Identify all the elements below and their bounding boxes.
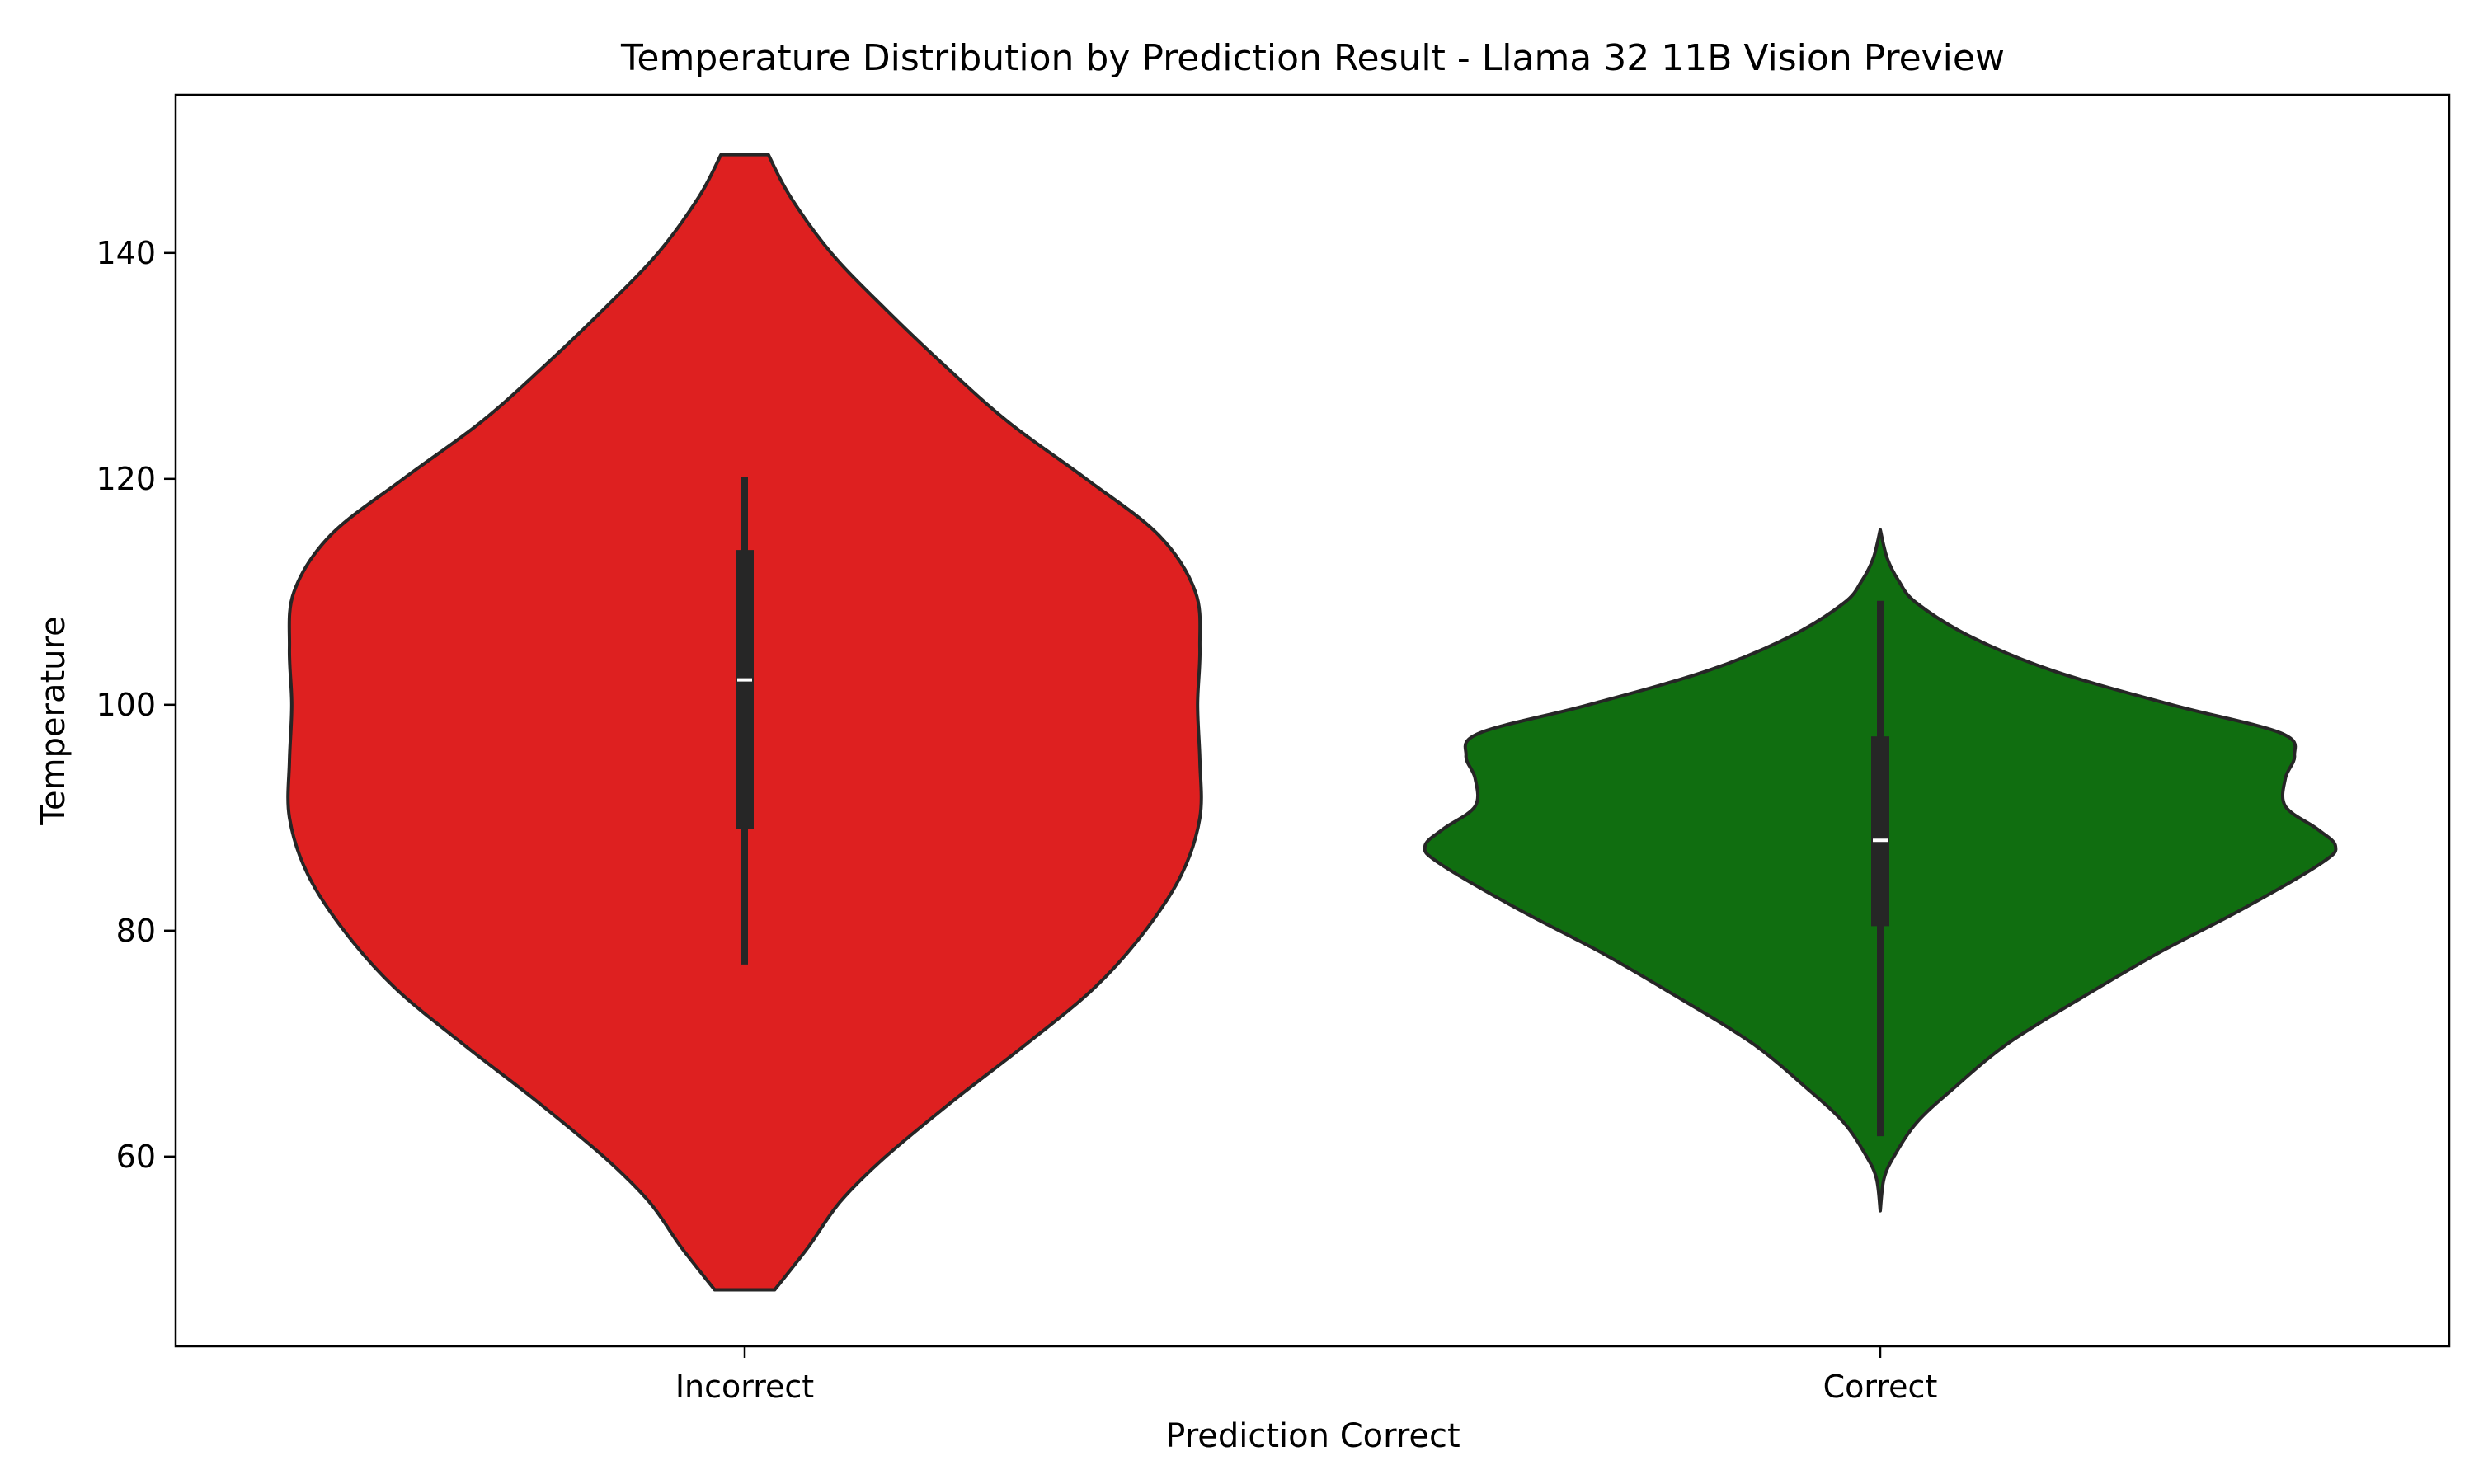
y-axis-label: Temperature xyxy=(35,616,73,825)
iqr-box-incorrect xyxy=(736,550,754,829)
y-tick-label-80: 80 xyxy=(116,913,156,949)
y-axis: 60 80 100 120 140 xyxy=(96,235,176,1175)
x-tick-label-incorrect: Incorrect xyxy=(675,1369,814,1405)
box-markers xyxy=(736,477,1889,1137)
iqr-box-correct xyxy=(1871,736,1889,927)
y-tick-label-60: 60 xyxy=(116,1139,156,1175)
y-tick-label-120: 120 xyxy=(96,461,156,497)
x-axis-label: Prediction Correct xyxy=(1165,1417,1460,1455)
x-tick-label-correct: Correct xyxy=(1823,1369,1938,1405)
y-tick-label-100: 100 xyxy=(96,687,156,723)
y-tick-label-140: 140 xyxy=(96,235,156,271)
chart-title: Temperature Distribution by Prediction R… xyxy=(620,37,2005,79)
x-axis: Incorrect Correct xyxy=(675,1346,1938,1405)
plot-frame xyxy=(174,93,2451,1348)
